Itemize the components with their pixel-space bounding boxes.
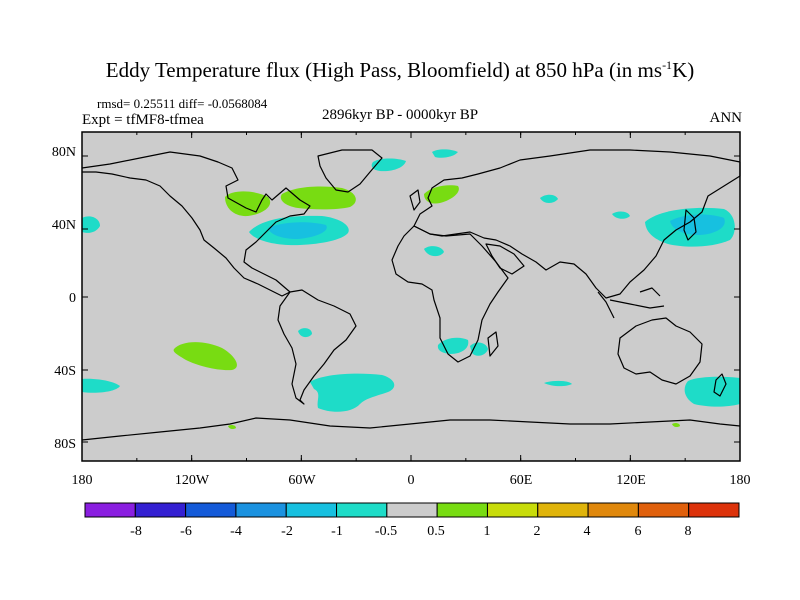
colorbar: -8 -6 -4 -2 -1 -0.5 0.5 1 2 4 6 8 xyxy=(84,502,740,539)
colorbar-label: 8 xyxy=(685,524,692,539)
colorbar-swatch xyxy=(537,502,589,518)
colorbar-label: -4 xyxy=(230,524,242,539)
fill-caspian-blue xyxy=(540,194,558,203)
fill-north-atlantic-core xyxy=(268,222,327,239)
lat-tick-label: 0 xyxy=(69,291,76,306)
colorbar-label: -0.5 xyxy=(375,524,397,539)
lon-tick-label: 120E xyxy=(616,473,646,488)
colorbar-label: -2 xyxy=(281,524,293,539)
coast-uk xyxy=(409,189,421,211)
fill-scandinavia-green xyxy=(424,185,459,204)
lon-tick-label: 60W xyxy=(288,473,316,488)
fill-southatlantic-blue xyxy=(310,373,395,412)
colorbar-label: 0.5 xyxy=(427,524,445,539)
coast-australia xyxy=(617,317,703,385)
fill-sahara-blue xyxy=(424,246,444,257)
lat-tick-label: 40S xyxy=(54,364,76,379)
colorbar-swatch xyxy=(285,502,338,518)
lat-tick-label: 80N xyxy=(52,145,76,160)
colorbar-label: 6 xyxy=(635,524,642,539)
lat-axis: 80N 40N 0 40S 80S xyxy=(52,145,76,452)
map-background xyxy=(82,132,740,461)
fill-antarctic-green xyxy=(228,424,236,430)
lon-axis: 180 120W 60W 0 60E 120E 180 xyxy=(72,473,751,488)
coast-south-america xyxy=(277,289,357,405)
colorbar-swatch xyxy=(134,502,187,518)
coast-africa xyxy=(391,225,509,363)
fill-hudson-green xyxy=(225,191,271,217)
colorbar-swatch xyxy=(84,502,136,518)
lon-tick-label: 60E xyxy=(510,473,533,488)
fill-asia-blue xyxy=(612,211,630,219)
coast-new-zealand xyxy=(713,373,727,397)
colorbar-label: -8 xyxy=(130,524,142,539)
coast-eurasia xyxy=(413,149,741,299)
fill-southwest-blue xyxy=(82,378,120,393)
fill-brazil-blue xyxy=(298,328,312,338)
colorbar-swatch xyxy=(587,502,639,518)
colorbar-label: -6 xyxy=(180,524,192,539)
fill-labrador-green xyxy=(280,186,356,210)
stats-text: rmsd= 0.25511 diff= -0.0568084 xyxy=(97,96,268,111)
colorbar-swatch xyxy=(235,502,287,518)
lat-tick-label: 80S xyxy=(54,437,76,452)
coast-arabia xyxy=(485,243,525,275)
colorbar-label: -1 xyxy=(331,524,343,539)
fill-arctic-blue-2 xyxy=(432,149,458,158)
fill-arctic-blue xyxy=(371,158,406,172)
colorbar-swatch xyxy=(637,502,690,518)
lat-tick-label: 40N xyxy=(52,218,76,233)
coast-antarctica xyxy=(81,417,741,441)
coast-indonesia xyxy=(597,287,665,319)
colorbar-swatch xyxy=(336,502,388,518)
colorbar-swatch xyxy=(436,502,488,518)
plot-title: Eddy Temperature flux (High Pass, Bloomf… xyxy=(105,58,695,82)
coast-north-america xyxy=(81,151,311,297)
coastlines xyxy=(81,149,741,441)
experiment-label: Expt = tfMF8-tfmea xyxy=(82,112,204,128)
fill-southpac-green xyxy=(173,342,237,371)
colorbar-label: 2 xyxy=(534,524,541,539)
season-label: ANN xyxy=(709,110,743,126)
coast-greenland xyxy=(317,149,383,193)
period-label: 2896kyr BP - 0000kyr BP xyxy=(321,107,479,123)
anomaly-fills xyxy=(82,149,740,430)
fill-southindian-blue xyxy=(544,380,572,387)
lon-tick-label: 180 xyxy=(72,473,93,488)
coast-madagascar xyxy=(487,331,499,357)
fill-antarctic-green-2 xyxy=(672,422,680,428)
fill-southeast-blue xyxy=(684,376,740,407)
lon-tick-label: 0 xyxy=(408,473,415,488)
coast-japan xyxy=(683,209,697,241)
colorbar-swatch xyxy=(386,502,438,518)
lon-tick-label: 180 xyxy=(730,473,751,488)
colorbar-swatch xyxy=(185,502,237,518)
axis-ticks xyxy=(81,132,741,461)
colorbar-swatch xyxy=(688,502,740,518)
colorbar-swatch xyxy=(486,502,539,518)
lon-tick-label: 120W xyxy=(175,473,210,488)
colorbar-label: 4 xyxy=(584,524,591,539)
colorbar-label: 1 xyxy=(484,524,491,539)
